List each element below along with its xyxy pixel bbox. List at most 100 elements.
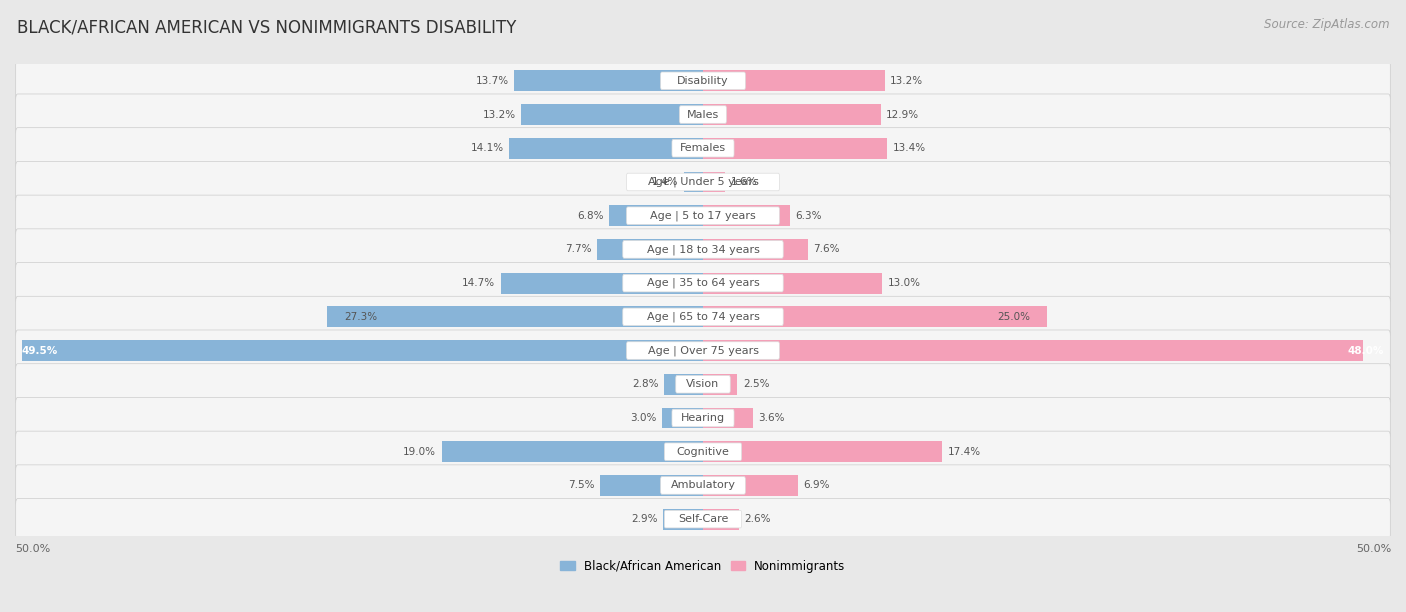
FancyBboxPatch shape (665, 443, 741, 460)
Text: 6.8%: 6.8% (578, 211, 605, 221)
FancyBboxPatch shape (15, 60, 1391, 102)
FancyBboxPatch shape (627, 207, 779, 225)
FancyBboxPatch shape (661, 72, 745, 89)
Text: 1.6%: 1.6% (731, 177, 756, 187)
Text: 27.3%: 27.3% (344, 312, 377, 322)
FancyBboxPatch shape (627, 341, 779, 359)
FancyBboxPatch shape (665, 510, 741, 528)
FancyBboxPatch shape (15, 296, 1391, 337)
FancyBboxPatch shape (672, 140, 734, 157)
Text: Age | Under 5 years: Age | Under 5 years (648, 177, 758, 187)
Text: 2.5%: 2.5% (742, 379, 769, 389)
Text: 7.5%: 7.5% (568, 480, 595, 490)
Text: 48.0%: 48.0% (1348, 346, 1384, 356)
Bar (683, 171, 703, 192)
Text: 2.8%: 2.8% (633, 379, 659, 389)
Bar (509, 138, 703, 159)
Text: 12.9%: 12.9% (886, 110, 920, 119)
Text: 14.7%: 14.7% (463, 278, 495, 288)
Text: Self-Care: Self-Care (678, 514, 728, 524)
Text: 7.6%: 7.6% (813, 244, 839, 255)
Bar (703, 138, 887, 159)
Text: Disability: Disability (678, 76, 728, 86)
Text: Vision: Vision (686, 379, 720, 389)
Bar (703, 273, 882, 294)
FancyBboxPatch shape (15, 128, 1391, 169)
Bar (515, 70, 703, 91)
Bar (522, 104, 703, 125)
Text: Age | 18 to 34 years: Age | 18 to 34 years (647, 244, 759, 255)
FancyBboxPatch shape (15, 94, 1391, 135)
Bar (703, 509, 738, 529)
Text: 50.0%: 50.0% (15, 545, 51, 554)
Text: 13.0%: 13.0% (887, 278, 921, 288)
Text: Age | 5 to 17 years: Age | 5 to 17 years (650, 211, 756, 221)
FancyBboxPatch shape (15, 263, 1391, 304)
FancyBboxPatch shape (679, 106, 727, 123)
Text: Hearing: Hearing (681, 413, 725, 423)
Bar (703, 171, 725, 192)
Text: 3.0%: 3.0% (630, 413, 657, 423)
Bar (328, 307, 703, 327)
Text: 2.9%: 2.9% (631, 514, 658, 524)
Bar (598, 239, 703, 260)
FancyBboxPatch shape (15, 465, 1391, 506)
Text: 25.0%: 25.0% (997, 312, 1031, 322)
Text: Source: ZipAtlas.com: Source: ZipAtlas.com (1264, 18, 1389, 31)
FancyBboxPatch shape (15, 162, 1391, 203)
Text: Age | Over 75 years: Age | Over 75 years (648, 345, 758, 356)
FancyBboxPatch shape (15, 397, 1391, 439)
FancyBboxPatch shape (15, 364, 1391, 405)
FancyBboxPatch shape (623, 308, 783, 326)
FancyBboxPatch shape (623, 274, 783, 292)
FancyBboxPatch shape (661, 477, 745, 494)
Text: 13.7%: 13.7% (475, 76, 509, 86)
FancyBboxPatch shape (15, 431, 1391, 472)
Text: 13.2%: 13.2% (482, 110, 516, 119)
FancyBboxPatch shape (15, 229, 1391, 270)
Bar (703, 441, 942, 462)
Text: 49.5%: 49.5% (22, 346, 58, 356)
Legend: Black/African American, Nonimmigrants: Black/African American, Nonimmigrants (561, 559, 845, 573)
Bar (703, 374, 737, 395)
Bar (662, 408, 703, 428)
Text: 19.0%: 19.0% (404, 447, 436, 457)
Bar (703, 307, 1047, 327)
Bar (665, 374, 703, 395)
Bar (609, 205, 703, 226)
Text: 50.0%: 50.0% (1355, 545, 1391, 554)
Text: 7.7%: 7.7% (565, 244, 592, 255)
Bar (703, 408, 752, 428)
Bar (703, 239, 807, 260)
Text: 14.1%: 14.1% (471, 143, 503, 153)
Bar (501, 273, 703, 294)
Text: Age | 65 to 74 years: Age | 65 to 74 years (647, 312, 759, 322)
FancyBboxPatch shape (15, 330, 1391, 371)
Text: Cognitive: Cognitive (676, 447, 730, 457)
Text: 3.6%: 3.6% (758, 413, 785, 423)
FancyBboxPatch shape (627, 173, 779, 191)
Bar (703, 104, 880, 125)
Bar (600, 475, 703, 496)
Text: Females: Females (681, 143, 725, 153)
Text: 13.4%: 13.4% (893, 143, 927, 153)
FancyBboxPatch shape (15, 195, 1391, 236)
FancyBboxPatch shape (672, 409, 734, 427)
FancyBboxPatch shape (676, 376, 730, 393)
Text: 6.9%: 6.9% (803, 480, 830, 490)
Text: BLACK/AFRICAN AMERICAN VS NONIMMIGRANTS DISABILITY: BLACK/AFRICAN AMERICAN VS NONIMMIGRANTS … (17, 18, 516, 36)
Text: 2.6%: 2.6% (744, 514, 770, 524)
Text: 17.4%: 17.4% (948, 447, 981, 457)
Text: Ambulatory: Ambulatory (671, 480, 735, 490)
Bar (703, 205, 790, 226)
FancyBboxPatch shape (623, 241, 783, 258)
Text: 6.3%: 6.3% (796, 211, 821, 221)
Text: Age | 35 to 64 years: Age | 35 to 64 years (647, 278, 759, 288)
Text: 1.4%: 1.4% (652, 177, 678, 187)
FancyBboxPatch shape (15, 499, 1391, 540)
Bar (703, 340, 1364, 361)
Bar (22, 340, 703, 361)
Bar (703, 70, 884, 91)
Bar (664, 509, 703, 529)
Text: 13.2%: 13.2% (890, 76, 924, 86)
